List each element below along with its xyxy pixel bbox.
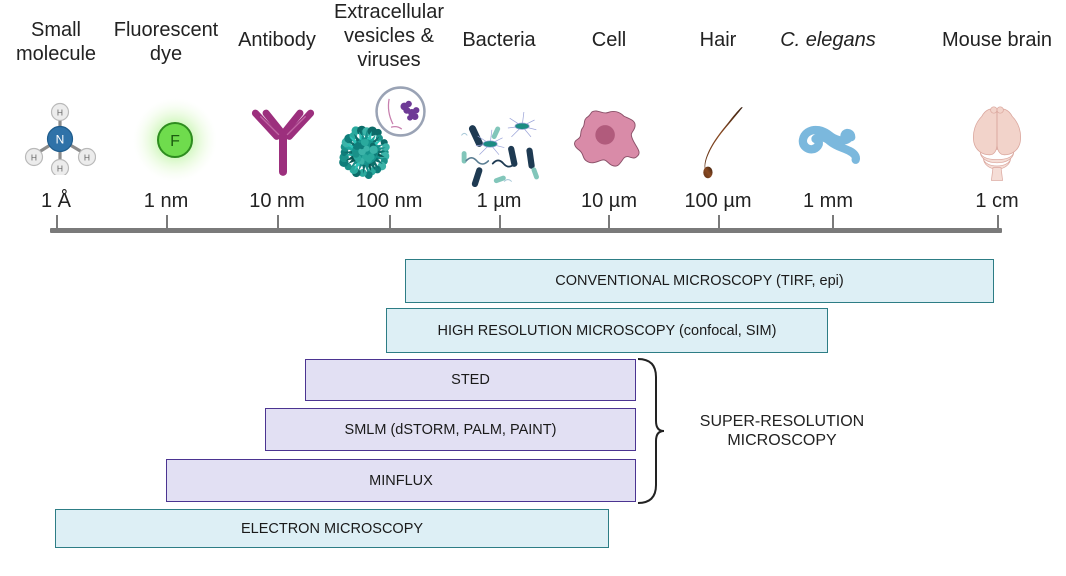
svg-text:H: H — [57, 164, 63, 174]
svg-text:F: F — [170, 133, 180, 150]
svg-text:N: N — [56, 133, 65, 147]
svg-text:H: H — [31, 153, 37, 163]
svg-text:H: H — [57, 108, 63, 118]
svg-text:H: H — [84, 153, 90, 163]
